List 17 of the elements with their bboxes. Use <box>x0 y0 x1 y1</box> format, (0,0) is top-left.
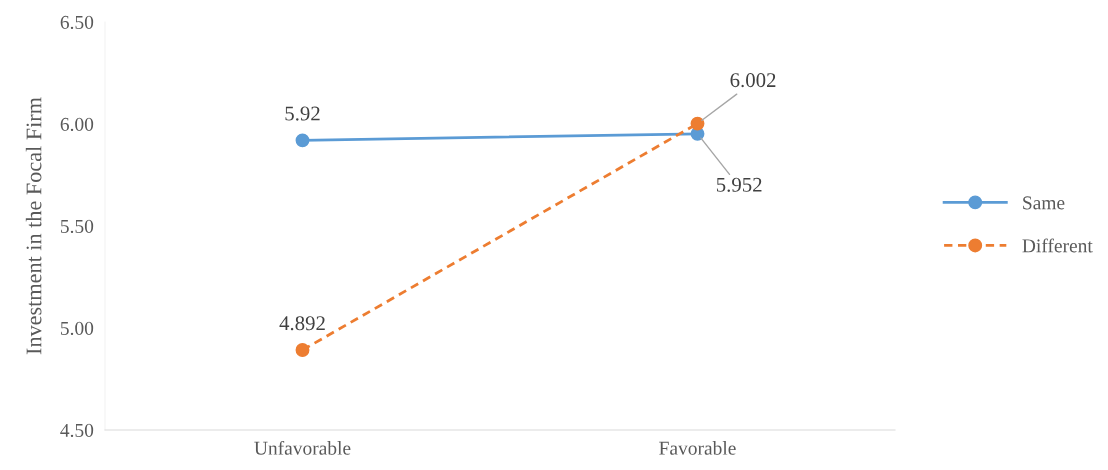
y-tick-label: 6.50 <box>60 15 94 30</box>
legend-label: Same <box>1023 196 1065 210</box>
y-tick-label: 4.50 <box>60 423 94 438</box>
legend-label: Different <box>1022 238 1093 253</box>
data-label: 5.952 <box>716 177 762 192</box>
data-label: 4.892 <box>279 316 325 331</box>
x-tick-label: Favorable <box>659 441 736 455</box>
point <box>295 133 310 148</box>
y-tick-label: 5.00 <box>60 321 94 336</box>
point <box>295 343 310 357</box>
y-tick-label: 6.00 <box>60 117 94 132</box>
y-tick-label: 5.50 <box>60 219 94 234</box>
data-label: 6.002 <box>730 73 776 88</box>
point <box>690 116 705 131</box>
data-label: 5.92 <box>285 106 320 121</box>
y-axis-title: Investment in the Focal Firm <box>25 97 42 355</box>
x-tick-label: Unfavorable <box>254 440 351 455</box>
